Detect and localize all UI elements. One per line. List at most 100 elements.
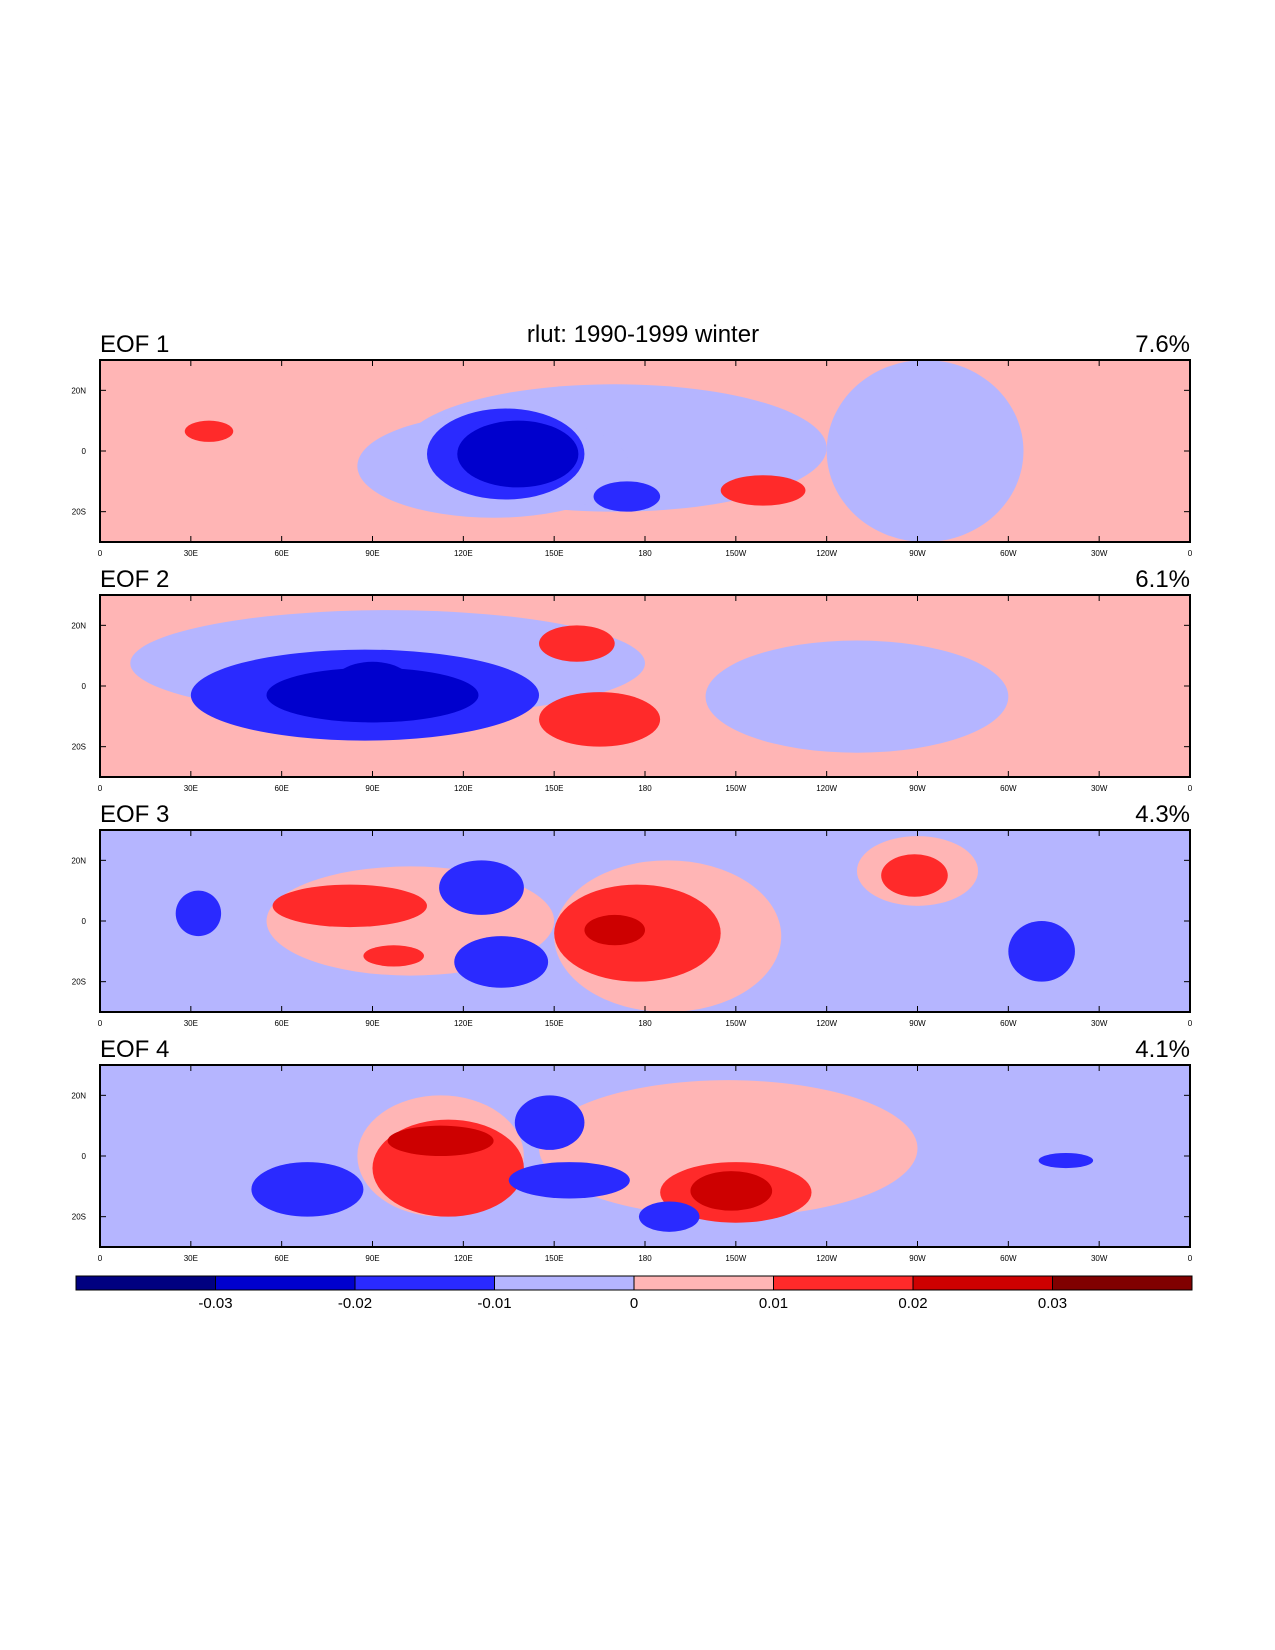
x-tick-label: 30E <box>184 784 198 793</box>
figure-title: rlut: 1990-1999 winter <box>527 321 759 348</box>
y-tick-label: 20N <box>71 621 86 630</box>
x-tick-label: 90W <box>909 784 926 793</box>
x-tick-label: 90E <box>365 784 379 793</box>
x-tick-label: 120E <box>454 1254 473 1263</box>
anomaly-region <box>387 1125 494 1157</box>
anomaly-region <box>363 945 424 967</box>
variance-label: 4.3% <box>1135 801 1190 828</box>
y-tick-label: 20S <box>72 1213 86 1222</box>
y-tick-label: 20S <box>72 978 86 987</box>
x-tick-label: 60E <box>275 549 289 558</box>
x-tick-label: 60W <box>1000 1019 1017 1028</box>
y-tick-label: 20S <box>72 743 86 752</box>
x-tick-label: 90E <box>365 549 379 558</box>
x-tick-label: 120W <box>816 1254 837 1263</box>
anomaly-region <box>826 360 1024 542</box>
x-tick-label: 180 <box>638 1254 652 1263</box>
x-tick-label: 150E <box>545 1254 564 1263</box>
colorbar-label: -0.01 <box>477 1295 511 1312</box>
colorbar-label: 0.01 <box>759 1295 788 1312</box>
colorbar-swatch <box>494 1275 635 1291</box>
eof-panel-4: 0 30E 60E 90E 120E 150E 180 150W 120W 90W 60W 30W 0 2… <box>71 1036 1192 1263</box>
y-tick-label: 20N <box>71 386 86 395</box>
x-tick-label: 60W <box>1000 549 1017 558</box>
anomaly-region <box>638 1201 700 1232</box>
anomaly-region <box>478 432 555 464</box>
anomaly-region <box>439 860 524 915</box>
y-tick-label: 0 <box>82 682 87 691</box>
x-tick-label: 180 <box>638 549 652 558</box>
x-tick-label: 120E <box>454 549 473 558</box>
y-tick-label: 0 <box>82 447 87 456</box>
x-tick-label: 60E <box>275 1254 289 1263</box>
anomaly-region <box>705 640 1009 753</box>
x-tick-label: 30E <box>184 1254 198 1263</box>
anomaly-region <box>539 1080 918 1217</box>
anomaly-region <box>508 1162 630 1199</box>
x-tick-label: 150W <box>725 784 746 793</box>
anomaly-region <box>251 1162 364 1217</box>
x-tick-label: 90W <box>909 1019 926 1028</box>
anomaly-region <box>272 884 427 928</box>
anomaly-region <box>593 481 661 512</box>
x-tick-label: 0 <box>98 784 103 793</box>
colorbar-swatch <box>215 1275 356 1291</box>
x-tick-label: 180 <box>638 1019 652 1028</box>
x-tick-label: 120E <box>454 784 473 793</box>
eof-panel-2: 0 30E 60E 90E 120E 150E 180 150W 120W 90W 60W 30W 0 2… <box>71 566 1192 793</box>
anomaly-region <box>539 692 661 747</box>
x-tick-label: 150W <box>725 1254 746 1263</box>
x-tick-label: 0 <box>1188 1254 1193 1263</box>
panel-label: EOF 1 <box>100 331 169 358</box>
y-tick-label: 0 <box>82 917 87 926</box>
panel-label: EOF 2 <box>100 566 169 593</box>
y-tick-label: 0 <box>82 1152 87 1161</box>
colorbar-swatch <box>773 1275 914 1291</box>
panel-label: EOF 4 <box>100 1036 169 1063</box>
x-tick-label: 150E <box>545 784 564 793</box>
x-tick-label: 90E <box>365 1254 379 1263</box>
x-tick-label: 0 <box>1188 1019 1193 1028</box>
x-tick-label: 150E <box>545 1019 564 1028</box>
anomaly-region <box>584 914 645 946</box>
eof-panel-1: 0 30E 60E 90E 120E 150E 180 150W 120W 90W 60W 30W 0 2… <box>71 331 1192 558</box>
colorbar-label: 0.02 <box>898 1295 927 1312</box>
x-tick-label: 0 <box>1188 784 1193 793</box>
x-tick-label: 0 <box>98 1254 103 1263</box>
x-tick-label: 150W <box>725 549 746 558</box>
colorbar-label: 0 <box>630 1295 638 1312</box>
variance-label: 7.6% <box>1135 331 1190 358</box>
x-tick-label: 180 <box>638 784 652 793</box>
anomaly-region <box>184 420 234 442</box>
colorbar-swatch <box>75 1275 216 1291</box>
x-tick-label: 30W <box>1091 784 1108 793</box>
anomaly-region <box>454 936 549 988</box>
anomaly-region <box>881 854 948 897</box>
x-tick-label: 30E <box>184 1019 198 1028</box>
colorbar-label: 0.03 <box>1038 1295 1067 1312</box>
x-tick-label: 120E <box>454 1019 473 1028</box>
x-tick-label: 60E <box>275 784 289 793</box>
anomaly-region <box>539 625 615 662</box>
anomaly-region <box>1038 1152 1094 1169</box>
x-tick-label: 150E <box>545 549 564 558</box>
x-tick-label: 150W <box>725 1019 746 1028</box>
x-tick-label: 60W <box>1000 1254 1017 1263</box>
colorbar-swatch <box>1052 1275 1193 1291</box>
x-tick-label: 60W <box>1000 784 1017 793</box>
anomaly-region <box>327 661 418 723</box>
panel-label: EOF 3 <box>100 801 169 828</box>
anomaly-region <box>175 890 222 937</box>
anomaly-region <box>720 475 806 506</box>
colorbar: -0.03 -0.02 -0.01 0 0.01 0.02 0.03 <box>75 1275 1193 1312</box>
y-tick-label: 20N <box>71 1091 86 1100</box>
x-tick-label: 120W <box>816 1019 837 1028</box>
x-tick-label: 30W <box>1091 549 1108 558</box>
x-tick-label: 30W <box>1091 1254 1108 1263</box>
x-tick-label: 120W <box>816 549 837 558</box>
colorbar-swatch <box>912 1275 1053 1291</box>
x-tick-label: 60E <box>275 1019 289 1028</box>
x-tick-label: 90W <box>909 1254 926 1263</box>
x-tick-label: 0 <box>98 1019 103 1028</box>
